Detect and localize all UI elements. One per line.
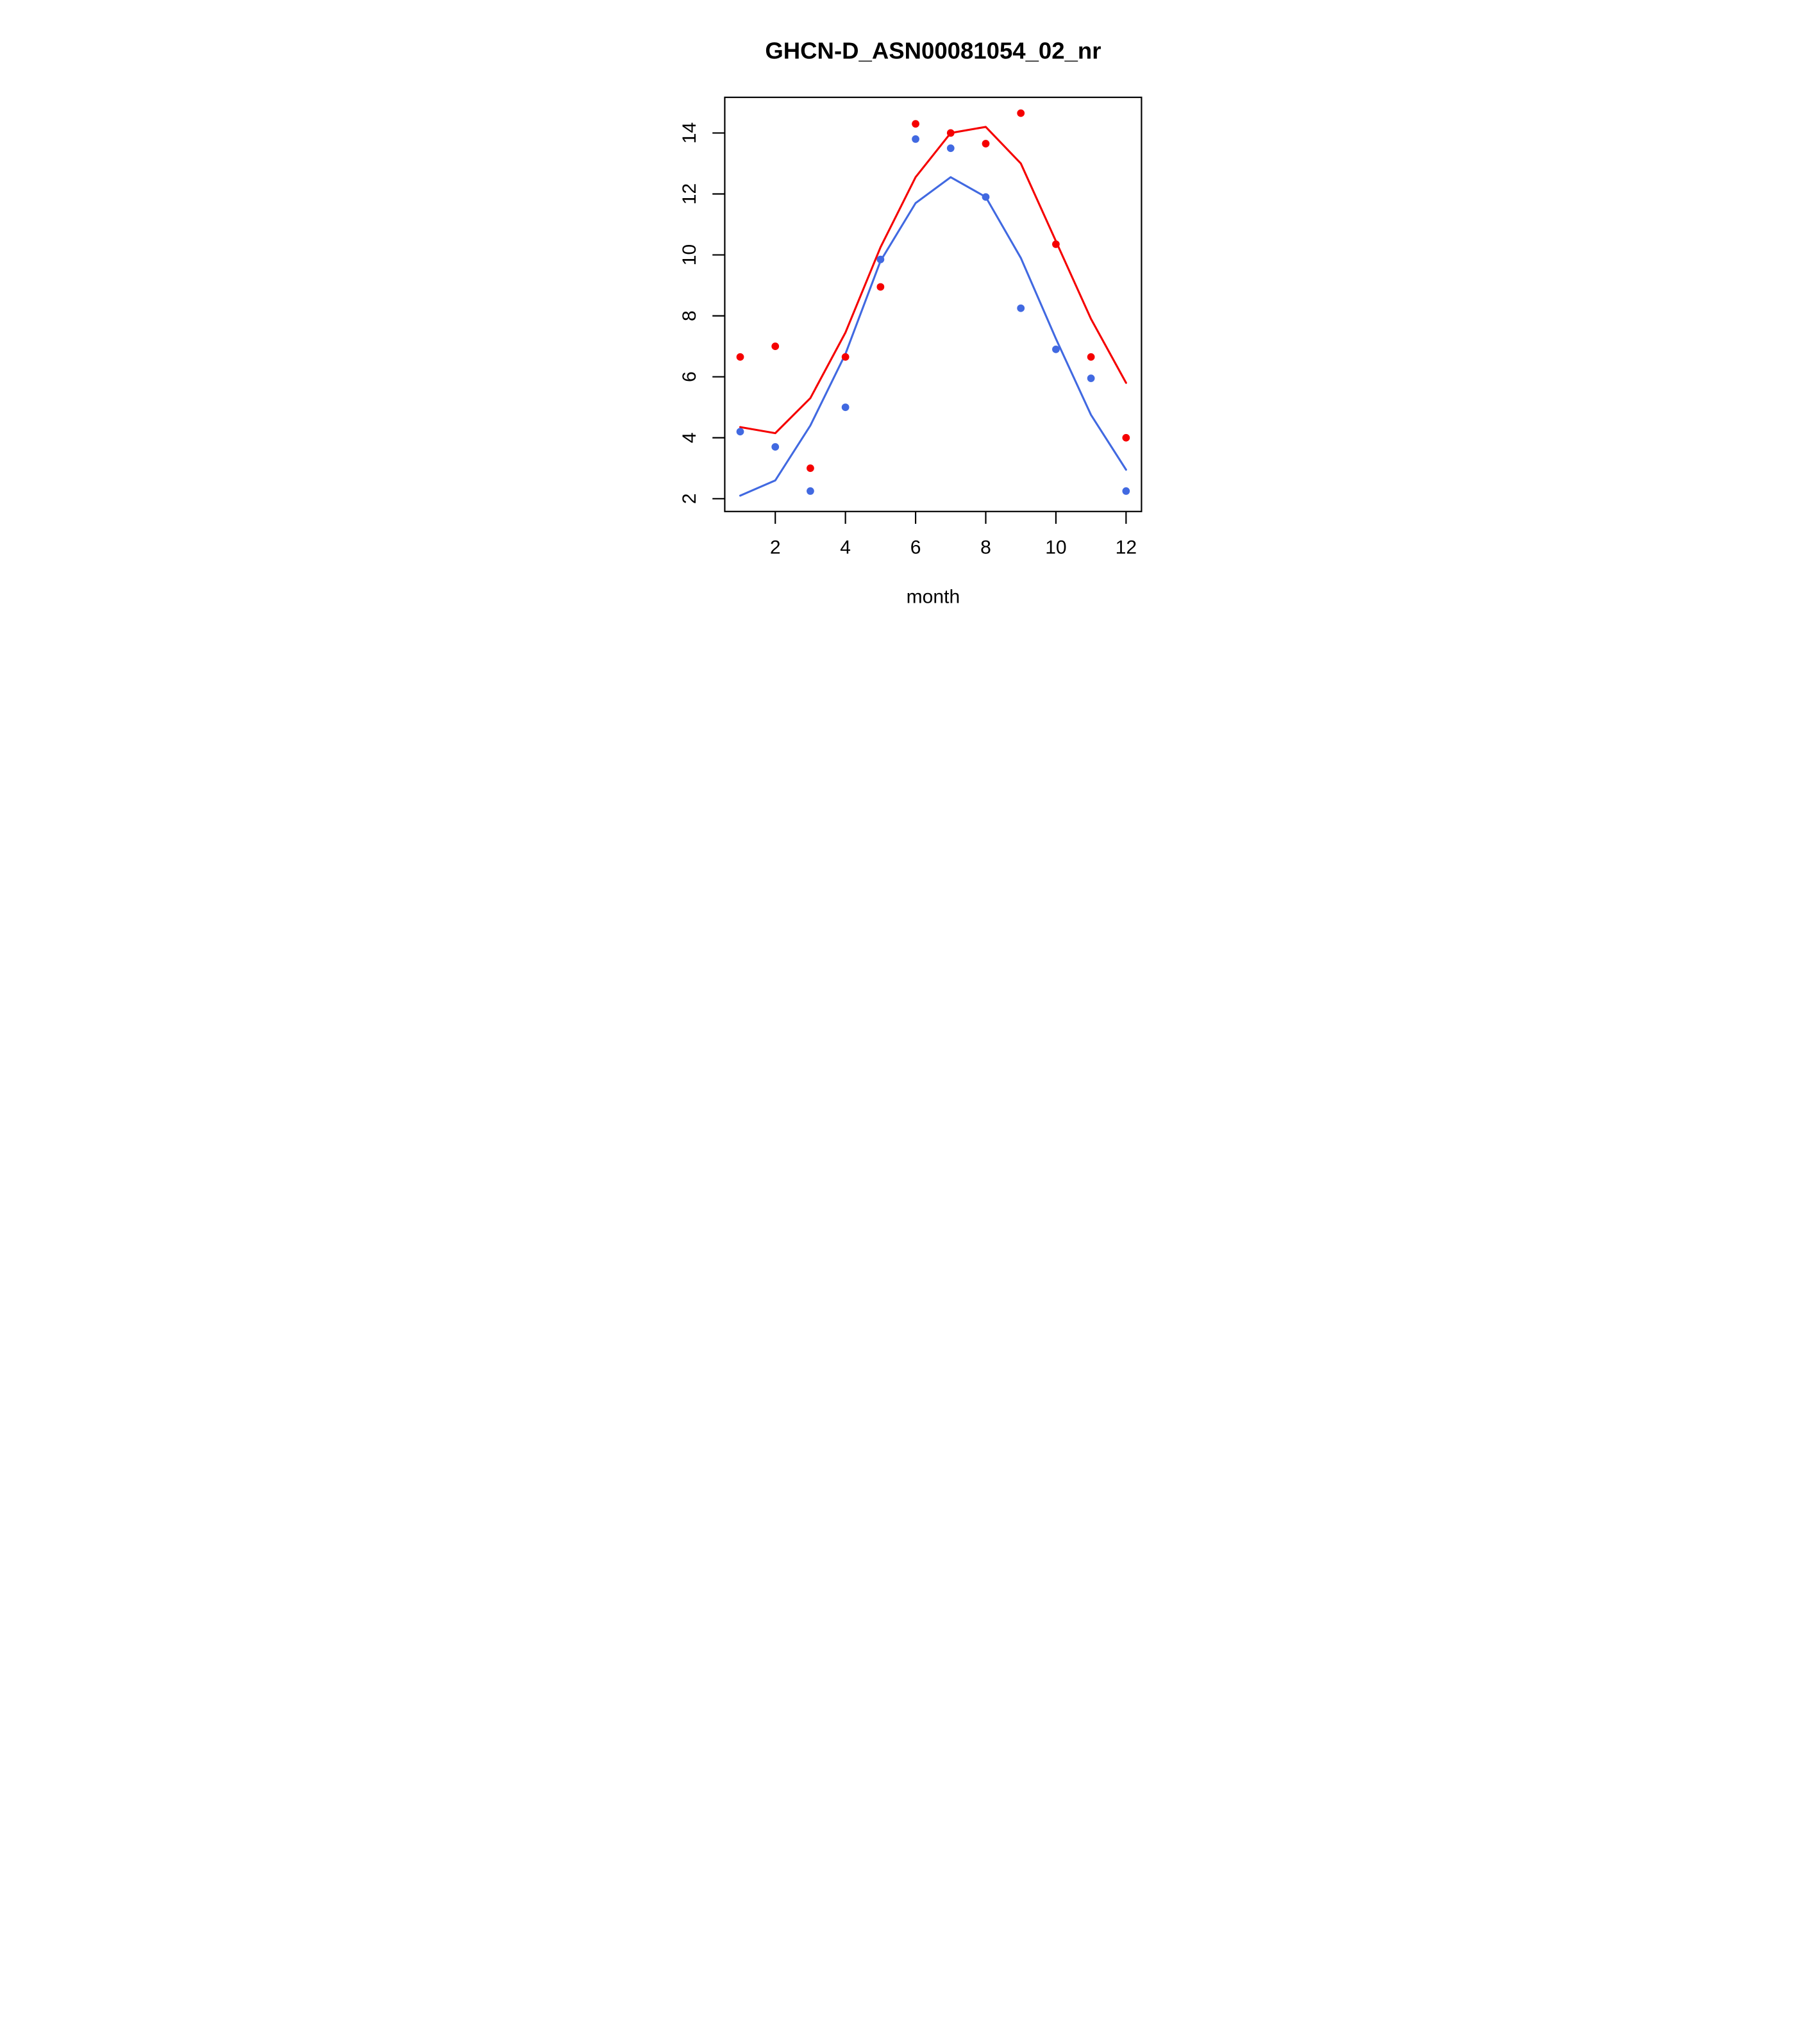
x-tick-label: 10 <box>1045 537 1066 558</box>
red-points-point <box>876 283 885 291</box>
red-points-point <box>1052 240 1060 248</box>
plot-box <box>724 96 1143 512</box>
blue-points-point <box>1087 374 1095 382</box>
y-tick-label: 12 <box>679 183 700 205</box>
x-tick-label: 6 <box>910 537 921 558</box>
blue-line-series <box>739 176 1127 497</box>
red-points-point <box>1017 109 1025 117</box>
red-points-series <box>736 109 1130 473</box>
blue-points-point <box>946 144 955 153</box>
y-tick-label: 8 <box>679 310 700 321</box>
blue-points-point <box>807 487 814 495</box>
red-points-point <box>982 140 990 147</box>
y-axis: 2 4 6 8 10 12 14 <box>679 122 725 504</box>
red-points-point <box>771 342 780 351</box>
blue-points-series <box>736 135 1130 495</box>
y-tick-label: 6 <box>679 371 700 382</box>
x-tick-label: 4 <box>840 537 851 558</box>
blue-points-point <box>736 428 744 436</box>
x-tick-label: 8 <box>980 537 991 558</box>
y-tick-label: 2 <box>679 493 700 504</box>
blue-points-point <box>771 443 780 451</box>
figure-background <box>627 0 1190 633</box>
blue-points-point <box>982 193 990 201</box>
blue-points-point <box>876 255 885 264</box>
blue-points-point <box>841 403 850 412</box>
red-points-point <box>1122 433 1130 442</box>
red-points-point <box>807 464 814 473</box>
y-tick-label: 10 <box>679 244 700 265</box>
blue-points-point <box>912 135 919 143</box>
x-axis: 2 4 6 8 10 12 <box>770 511 1137 558</box>
y-tick-label: 14 <box>679 122 700 144</box>
x-tick-label: 2 <box>770 537 781 558</box>
chart-title: GHCN-D_ASN00081054_02_nr <box>765 37 1101 63</box>
y-tick-label: 4 <box>679 432 700 443</box>
r-plot-canvas: GHCN-D_ASN00081054_02_nr 2 4 6 8 10 12 month 2 4 6… <box>627 0 1190 633</box>
red-line-series <box>739 126 1127 435</box>
blue-points-point <box>1052 346 1060 353</box>
x-axis-label: month <box>907 586 960 607</box>
blue-points-point <box>1017 304 1025 312</box>
red-points-point <box>946 129 955 137</box>
red-points-point <box>912 120 919 128</box>
red-line <box>739 126 1127 435</box>
red-points-point <box>841 353 850 361</box>
red-points-point <box>736 353 744 361</box>
blue-points-point <box>1122 487 1130 495</box>
figure: GHCN-D_ASN00081054_02_nr 2 4 6 8 10 12 month 2 4 6… <box>627 0 1190 633</box>
blue-line <box>739 176 1127 497</box>
red-points-point <box>1087 353 1095 361</box>
x-tick-label: 12 <box>1116 537 1137 558</box>
